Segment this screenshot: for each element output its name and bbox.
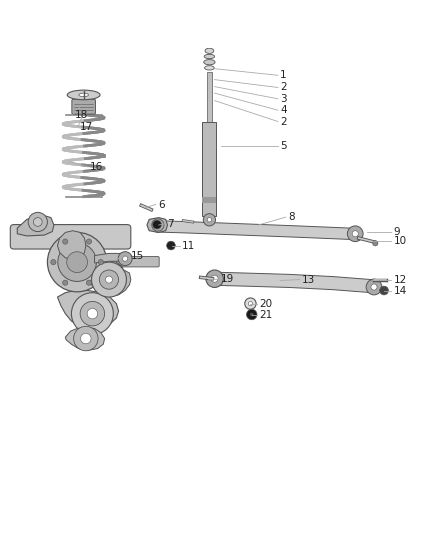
Circle shape: [245, 298, 256, 309]
Ellipse shape: [67, 90, 100, 100]
Text: 12: 12: [394, 276, 407, 286]
Circle shape: [347, 226, 363, 241]
Circle shape: [98, 260, 103, 265]
Text: 5: 5: [280, 141, 287, 151]
Bar: [202, 197, 216, 203]
Circle shape: [352, 231, 358, 237]
Text: 20: 20: [259, 298, 272, 309]
Circle shape: [81, 333, 91, 344]
Circle shape: [58, 243, 96, 281]
Circle shape: [92, 262, 127, 297]
Ellipse shape: [204, 60, 215, 65]
Circle shape: [106, 276, 113, 283]
Circle shape: [248, 302, 253, 306]
Text: 15: 15: [131, 251, 144, 261]
Circle shape: [123, 256, 128, 261]
Circle shape: [380, 286, 389, 295]
Circle shape: [28, 212, 47, 231]
Ellipse shape: [79, 93, 88, 96]
Text: 3: 3: [280, 94, 287, 104]
Circle shape: [86, 239, 92, 244]
Circle shape: [207, 217, 212, 222]
Circle shape: [63, 280, 68, 285]
Polygon shape: [57, 231, 86, 260]
Circle shape: [87, 309, 98, 319]
Text: 10: 10: [394, 236, 407, 246]
Text: 6: 6: [158, 199, 165, 209]
Text: 8: 8: [288, 212, 295, 222]
Circle shape: [152, 220, 161, 229]
Circle shape: [118, 252, 132, 265]
Circle shape: [166, 241, 175, 250]
Ellipse shape: [205, 66, 214, 70]
Polygon shape: [155, 221, 350, 239]
Circle shape: [247, 309, 257, 320]
Polygon shape: [214, 272, 372, 293]
Polygon shape: [147, 217, 167, 232]
Circle shape: [67, 252, 88, 272]
Text: 2: 2: [280, 117, 287, 126]
Polygon shape: [95, 253, 132, 263]
Text: 21: 21: [259, 310, 272, 319]
Text: 1: 1: [280, 70, 287, 80]
Circle shape: [47, 232, 107, 292]
Ellipse shape: [204, 54, 215, 59]
Text: 13: 13: [302, 274, 315, 285]
Text: 18: 18: [75, 110, 88, 119]
FancyBboxPatch shape: [11, 224, 131, 249]
Polygon shape: [57, 290, 119, 328]
Circle shape: [86, 280, 92, 285]
Polygon shape: [92, 260, 124, 289]
FancyBboxPatch shape: [72, 99, 95, 114]
Circle shape: [211, 275, 218, 282]
Circle shape: [203, 214, 215, 226]
Polygon shape: [65, 328, 105, 350]
Text: 14: 14: [394, 286, 407, 295]
Text: 9: 9: [394, 228, 400, 237]
Circle shape: [373, 241, 378, 246]
Polygon shape: [90, 269, 131, 296]
Text: 17: 17: [80, 122, 93, 132]
Circle shape: [33, 217, 42, 227]
Polygon shape: [17, 215, 54, 236]
Circle shape: [152, 219, 164, 231]
Circle shape: [71, 293, 113, 335]
Ellipse shape: [205, 48, 214, 53]
Text: 7: 7: [167, 219, 174, 229]
Circle shape: [206, 270, 223, 287]
Circle shape: [51, 260, 56, 265]
Bar: [202, 123, 216, 216]
FancyBboxPatch shape: [104, 256, 159, 267]
Text: 19: 19: [221, 274, 234, 284]
Circle shape: [250, 313, 254, 316]
Circle shape: [155, 223, 160, 227]
Bar: [207, 72, 212, 127]
Circle shape: [371, 284, 377, 290]
Circle shape: [366, 279, 382, 295]
Circle shape: [74, 326, 98, 351]
Text: 16: 16: [90, 162, 103, 172]
Text: 2: 2: [280, 83, 287, 93]
Text: 4: 4: [280, 105, 287, 115]
Circle shape: [63, 239, 68, 244]
Text: 11: 11: [182, 240, 195, 251]
Circle shape: [80, 302, 105, 326]
Circle shape: [99, 270, 119, 289]
